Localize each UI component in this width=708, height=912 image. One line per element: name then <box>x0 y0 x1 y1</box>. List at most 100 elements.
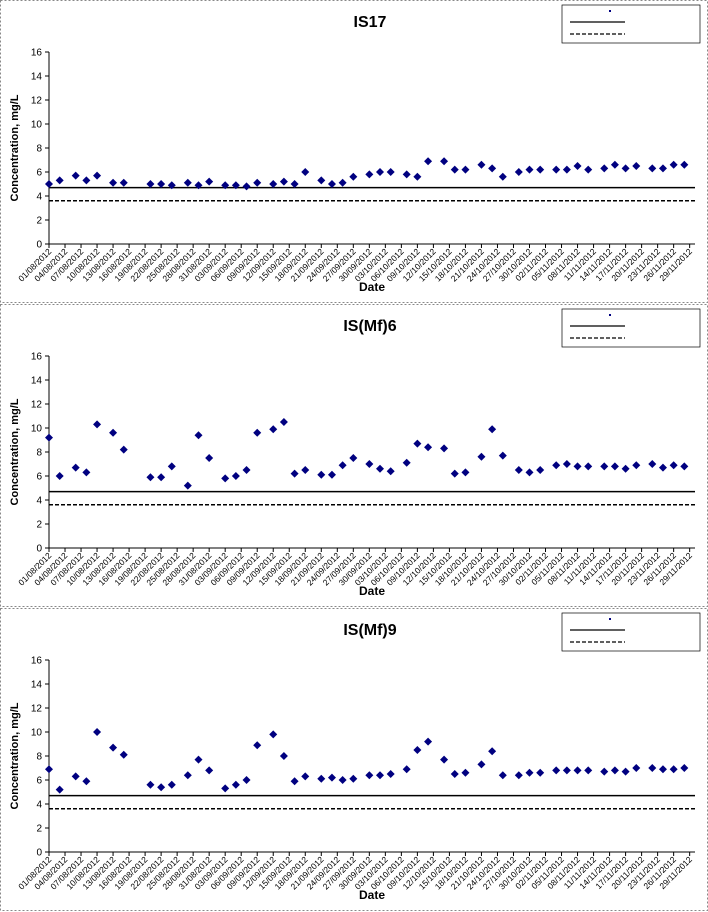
data-point <box>242 466 251 474</box>
data-point <box>317 470 326 479</box>
data-point <box>525 468 534 477</box>
data-point <box>338 461 347 470</box>
data-point <box>338 178 347 187</box>
data-point <box>82 176 91 185</box>
data-point <box>498 771 507 780</box>
y-tick-label: 2 <box>36 824 42 835</box>
data-point <box>327 470 336 479</box>
data-point <box>402 765 411 774</box>
data-point <box>109 428 118 437</box>
y-tick-label: 12 <box>31 704 43 715</box>
data-point <box>562 165 571 174</box>
data-point <box>552 461 561 470</box>
y-tick-label: 12 <box>31 400 43 411</box>
legend-marker <box>609 314 611 316</box>
data-point <box>167 780 176 789</box>
data-point <box>562 460 571 468</box>
data-point <box>45 433 53 442</box>
data-point <box>413 746 422 754</box>
y-tick-label: 14 <box>31 376 43 387</box>
data-point <box>242 182 251 191</box>
data-point <box>365 170 374 179</box>
data-point <box>82 468 91 477</box>
data-point <box>600 767 609 776</box>
data-point <box>658 164 667 173</box>
data-point <box>365 460 374 468</box>
data-point <box>450 469 459 478</box>
data-point <box>600 462 609 471</box>
chart-title: IS(Mf)9 <box>343 622 396 639</box>
data-point <box>461 165 470 174</box>
data-point <box>338 776 347 784</box>
legend-box <box>561 612 701 652</box>
y-tick-label: 6 <box>36 168 42 179</box>
data-point <box>45 765 53 774</box>
data-point <box>183 771 192 780</box>
data-point <box>424 737 433 746</box>
data-point <box>253 741 262 750</box>
chart-panel: IS17024681012141601/08/201204/08/201207/… <box>0 0 708 303</box>
data-point <box>290 469 299 478</box>
legend <box>561 308 701 348</box>
data-point <box>157 180 166 188</box>
data-point <box>93 171 102 180</box>
legend <box>561 612 701 652</box>
data-point <box>680 160 689 169</box>
data-point <box>317 774 326 783</box>
data-point <box>669 461 678 470</box>
data-point <box>386 467 395 476</box>
data-point <box>498 172 507 181</box>
data-point <box>253 178 262 187</box>
y-tick-label: 2 <box>36 520 42 531</box>
data-point <box>658 765 667 774</box>
data-point <box>413 439 422 448</box>
y-axis-label: Concentration, mg/L <box>9 702 21 809</box>
data-point <box>621 164 630 173</box>
data-point <box>301 168 310 176</box>
data-point <box>584 165 593 174</box>
data-point <box>231 181 240 190</box>
data-point <box>183 178 192 187</box>
data-point <box>525 768 534 777</box>
data-point <box>157 473 166 482</box>
data-point <box>349 774 358 783</box>
y-tick-label: 8 <box>36 144 42 155</box>
data-point <box>450 165 459 174</box>
data-point <box>424 443 433 452</box>
data-point <box>536 768 545 777</box>
data-point <box>253 428 262 437</box>
data-point <box>146 180 155 188</box>
data-point <box>55 176 64 185</box>
data-point <box>71 463 80 472</box>
data-point <box>498 451 507 460</box>
y-tick-label: 6 <box>36 472 42 483</box>
data-point <box>440 157 449 166</box>
data-point <box>584 462 593 471</box>
data-point <box>610 462 619 471</box>
data-point <box>327 180 336 188</box>
data-point <box>146 473 155 482</box>
data-point <box>71 171 80 180</box>
data-point <box>327 773 336 782</box>
y-tick-label: 14 <box>31 680 43 691</box>
y-tick-label: 0 <box>36 240 42 251</box>
data-point <box>194 431 203 440</box>
data-point <box>488 425 497 434</box>
data-point <box>269 730 278 739</box>
data-point <box>301 772 310 781</box>
data-point <box>658 463 667 472</box>
data-point <box>648 764 657 772</box>
data-point <box>349 172 358 181</box>
data-point <box>621 767 630 776</box>
data-point <box>488 164 497 173</box>
chart-title: IS(Mf)6 <box>343 318 396 335</box>
data-point <box>119 445 128 454</box>
legend-marker <box>609 10 611 12</box>
data-point <box>514 466 523 474</box>
data-point <box>205 177 214 186</box>
data-point <box>269 180 278 188</box>
y-tick-label: 16 <box>31 656 43 667</box>
y-tick-label: 10 <box>31 120 43 131</box>
data-point <box>376 464 385 473</box>
